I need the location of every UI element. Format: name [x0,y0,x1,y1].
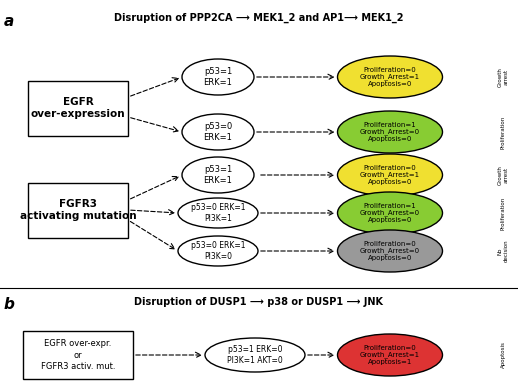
Text: EGFR over-expr.
or
FGFR3 activ. mut.: EGFR over-expr. or FGFR3 activ. mut. [41,339,115,371]
Text: Proliferation: Proliferation [500,115,506,149]
Text: p53=1
ERK=1: p53=1 ERK=1 [204,67,233,87]
Text: b: b [4,297,15,312]
Ellipse shape [178,198,258,228]
Ellipse shape [338,111,442,153]
Text: Proliferation: Proliferation [500,196,506,230]
Text: Proliferation=0
Growth_Arrest=1
Apoptosis=1: Proliferation=0 Growth_Arrest=1 Apoptosi… [360,345,420,365]
FancyBboxPatch shape [28,183,128,237]
Text: Growth
arrest: Growth arrest [498,67,508,87]
Text: No
decision: No decision [498,240,508,262]
Ellipse shape [338,192,442,234]
Text: p53=0 ERK=1
PI3K=1: p53=0 ERK=1 PI3K=1 [191,203,245,223]
Text: Proliferation=1
Growth_Arrest=0
Apoptosis=0: Proliferation=1 Growth_Arrest=0 Apoptosi… [360,203,420,223]
Text: Disruption of PPP2CA ⟶ MEK1_2 and AP1⟶ MEK1_2: Disruption of PPP2CA ⟶ MEK1_2 and AP1⟶ M… [114,13,404,23]
Ellipse shape [338,334,442,376]
Text: EGFR
over-expression: EGFR over-expression [31,97,125,119]
Ellipse shape [338,56,442,98]
Text: p53=0 ERK=1
PI3K=0: p53=0 ERK=1 PI3K=0 [191,241,245,261]
Text: p53=1
ERK=1: p53=1 ERK=1 [204,165,233,185]
Text: Proliferation=0
Growth_Arrest=0
Apoptosis=0: Proliferation=0 Growth_Arrest=0 Apoptosi… [360,241,420,261]
Text: Growth
arrest: Growth arrest [498,165,508,185]
FancyBboxPatch shape [28,80,128,136]
Text: p53=1 ERK=0
PI3K=1 AKT=0: p53=1 ERK=0 PI3K=1 AKT=0 [227,345,283,365]
Text: Proliferation=0
Growth_Arrest=1
Apoptosis=0: Proliferation=0 Growth_Arrest=1 Apoptosi… [360,165,420,185]
Ellipse shape [205,338,305,372]
Text: Proliferation=0
Growth_Arrest=1
Apoptosis=0: Proliferation=0 Growth_Arrest=1 Apoptosi… [360,67,420,87]
Text: Disruption of DUSP1 ⟶ p38 or DUSP1 ⟶ JNK: Disruption of DUSP1 ⟶ p38 or DUSP1 ⟶ JNK [135,297,383,307]
FancyBboxPatch shape [23,331,133,379]
Text: Apoptosis: Apoptosis [500,342,506,368]
Ellipse shape [338,154,442,196]
Text: FGFR3
activating mutation: FGFR3 activating mutation [20,199,136,221]
Ellipse shape [338,230,442,272]
Ellipse shape [182,59,254,95]
Text: p53=0
ERK=1: p53=0 ERK=1 [204,122,233,142]
Ellipse shape [178,236,258,266]
Text: a: a [4,14,15,29]
Ellipse shape [182,114,254,150]
Text: Proliferation=1
Growth_Arrest=0
Apoptosis=0: Proliferation=1 Growth_Arrest=0 Apoptosi… [360,122,420,142]
Ellipse shape [182,157,254,193]
